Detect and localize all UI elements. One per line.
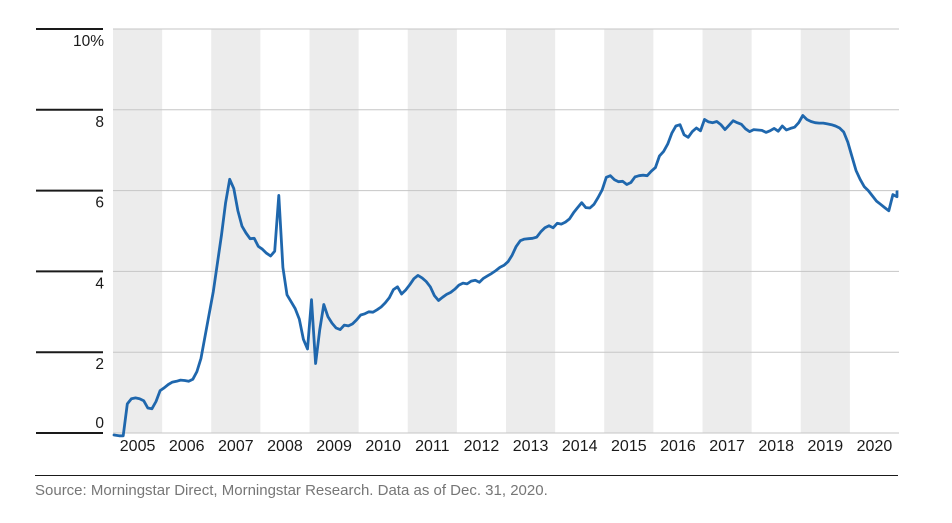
x-axis-label-2011: 2011 — [415, 438, 450, 455]
shaded-band-2015 — [604, 29, 654, 433]
x-axis-label-2005: 2005 — [120, 438, 156, 455]
x-axis-label-2020: 2020 — [857, 438, 893, 455]
x-axis-label-2010: 2010 — [365, 438, 401, 455]
shaded-band-2005 — [113, 29, 163, 433]
x-axis-label-2008: 2008 — [267, 438, 303, 455]
series-line — [112, 114, 899, 438]
shaded-band-2013 — [506, 29, 556, 433]
x-axis-label-2012: 2012 — [464, 438, 500, 455]
x-axis-label-2018: 2018 — [758, 438, 794, 455]
x-axis-label-2017: 2017 — [709, 438, 745, 455]
y-axis-label-2: 2 — [95, 356, 104, 373]
shaded-band-2011 — [407, 29, 457, 433]
x-axis-label-2019: 2019 — [808, 438, 844, 455]
shaded-band-2009 — [309, 29, 359, 433]
x-axis-label-2009: 2009 — [316, 438, 352, 455]
source-divider — [35, 475, 898, 476]
chart-area: 0 2 4 6 8 10% 2005 2006 2007 2008 2009 2010 2011 2012… — [36, 28, 899, 455]
y-axis-label-8: 8 — [95, 114, 104, 131]
y-axis-label-0: 0 — [95, 415, 104, 432]
x-axis-label-2007: 2007 — [218, 438, 254, 455]
y-axis-label-4: 4 — [95, 275, 104, 292]
x-axis-label-2016: 2016 — [660, 438, 696, 455]
chart-canvas: 0 2 4 6 8 10% 2005 2006 2007 2008 2009 2010 2011 2012… — [36, 28, 899, 455]
x-axis-label-2006: 2006 — [169, 438, 205, 455]
x-axis-label-2014: 2014 — [562, 438, 598, 455]
shaded-band-2007 — [211, 29, 261, 433]
y-axis-label-6: 6 — [95, 195, 104, 212]
shaded-band-2019 — [800, 29, 850, 433]
source-note: Source: Morningstar Direct, Morningstar … — [35, 482, 548, 499]
x-axis-label-2013: 2013 — [513, 438, 549, 455]
shaded-band-2017 — [702, 29, 752, 433]
y-axis-label-10: 10% — [73, 33, 104, 50]
x-axis-label-2015: 2015 — [611, 438, 647, 455]
